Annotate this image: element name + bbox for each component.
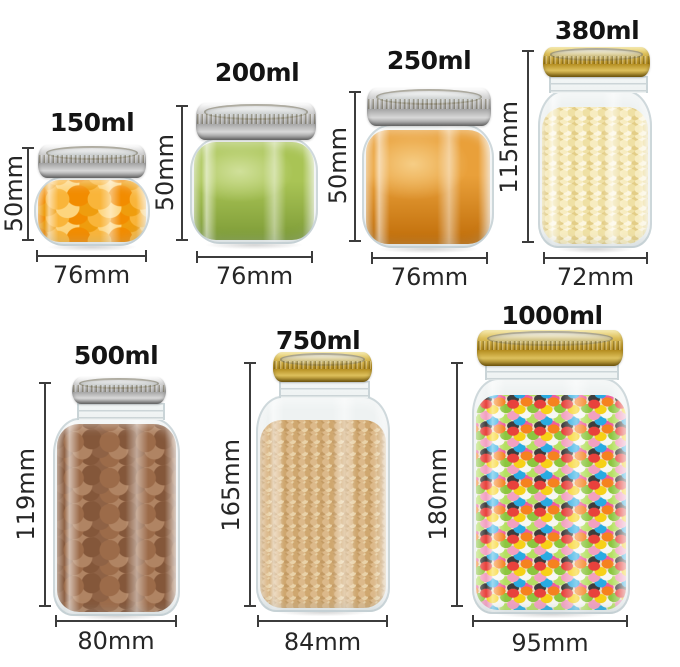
width-label: 84mm — [283, 628, 362, 656]
jar-lid — [477, 330, 623, 366]
volume-label: 200ml — [214, 58, 300, 87]
lid-top-ring — [487, 331, 613, 347]
lid-top-ring — [45, 146, 139, 160]
width-dimension-line — [472, 615, 628, 627]
lid-knurling — [544, 56, 649, 64]
lid-top-ring — [550, 48, 643, 61]
jar-lid — [543, 47, 650, 77]
height-dimension-line — [22, 147, 34, 241]
height-dimension-line — [244, 362, 256, 607]
width-label: 80mm — [77, 627, 155, 655]
lid-knurling — [39, 154, 145, 164]
width-label: 76mm — [390, 263, 469, 291]
jar-lid — [273, 352, 372, 382]
lid-top-ring — [204, 104, 308, 120]
width-label: 72mm — [556, 263, 635, 291]
glass-highlight — [34, 176, 150, 246]
glass-highlight — [190, 137, 318, 244]
height-dimension-line — [176, 105, 188, 241]
width-dimension-line — [543, 252, 648, 264]
jar-body — [362, 124, 494, 248]
height-dimension-line — [39, 382, 51, 607]
lid-knurling — [368, 99, 490, 110]
glass-highlight — [362, 124, 494, 248]
glass-highlight — [472, 378, 630, 614]
jar-body — [256, 396, 390, 612]
jar-body — [34, 176, 150, 246]
jar-lid — [38, 145, 146, 178]
width-label: 76mm — [215, 262, 294, 290]
width-label: 76mm — [52, 261, 131, 289]
height-dimension-line — [349, 91, 361, 242]
lid-knurling — [197, 114, 315, 124]
width-dimension-line — [371, 252, 488, 264]
jar-lid — [367, 88, 491, 126]
jar-lid — [196, 103, 316, 140]
volume-label: 250ml — [386, 46, 472, 75]
jar-neck — [77, 403, 165, 420]
height-dimension-line — [451, 362, 463, 607]
lid-top-ring — [375, 89, 483, 105]
glass-highlight — [53, 418, 180, 616]
volume-label: 750ml — [275, 326, 361, 355]
volume-label: 380ml — [554, 16, 640, 45]
width-dimension-line — [196, 251, 313, 263]
jar-lid — [72, 377, 166, 404]
jar-body — [538, 90, 652, 248]
jar-body — [53, 418, 180, 616]
width-dimension-line — [36, 250, 147, 262]
lid-knurling — [478, 340, 622, 351]
jar-body — [472, 378, 630, 614]
height-dimension-line — [522, 50, 534, 243]
width-dimension-line — [55, 615, 177, 627]
jar-neck — [279, 381, 370, 398]
lid-top-ring — [279, 353, 366, 366]
lid-knurling — [72, 385, 166, 393]
width-dimension-line — [257, 615, 388, 627]
jar-neck — [485, 364, 619, 380]
jar-neck — [549, 76, 648, 93]
lid-knurling — [273, 361, 372, 369]
glass-highlight — [538, 90, 652, 248]
lid-top-ring — [78, 378, 160, 390]
width-label: 95mm — [511, 629, 589, 657]
jar-body — [190, 137, 318, 244]
glass-highlight — [256, 396, 390, 612]
volume-label: 150ml — [49, 108, 135, 137]
volume-label: 500ml — [73, 341, 159, 370]
volume-label: 1000ml — [501, 301, 603, 330]
